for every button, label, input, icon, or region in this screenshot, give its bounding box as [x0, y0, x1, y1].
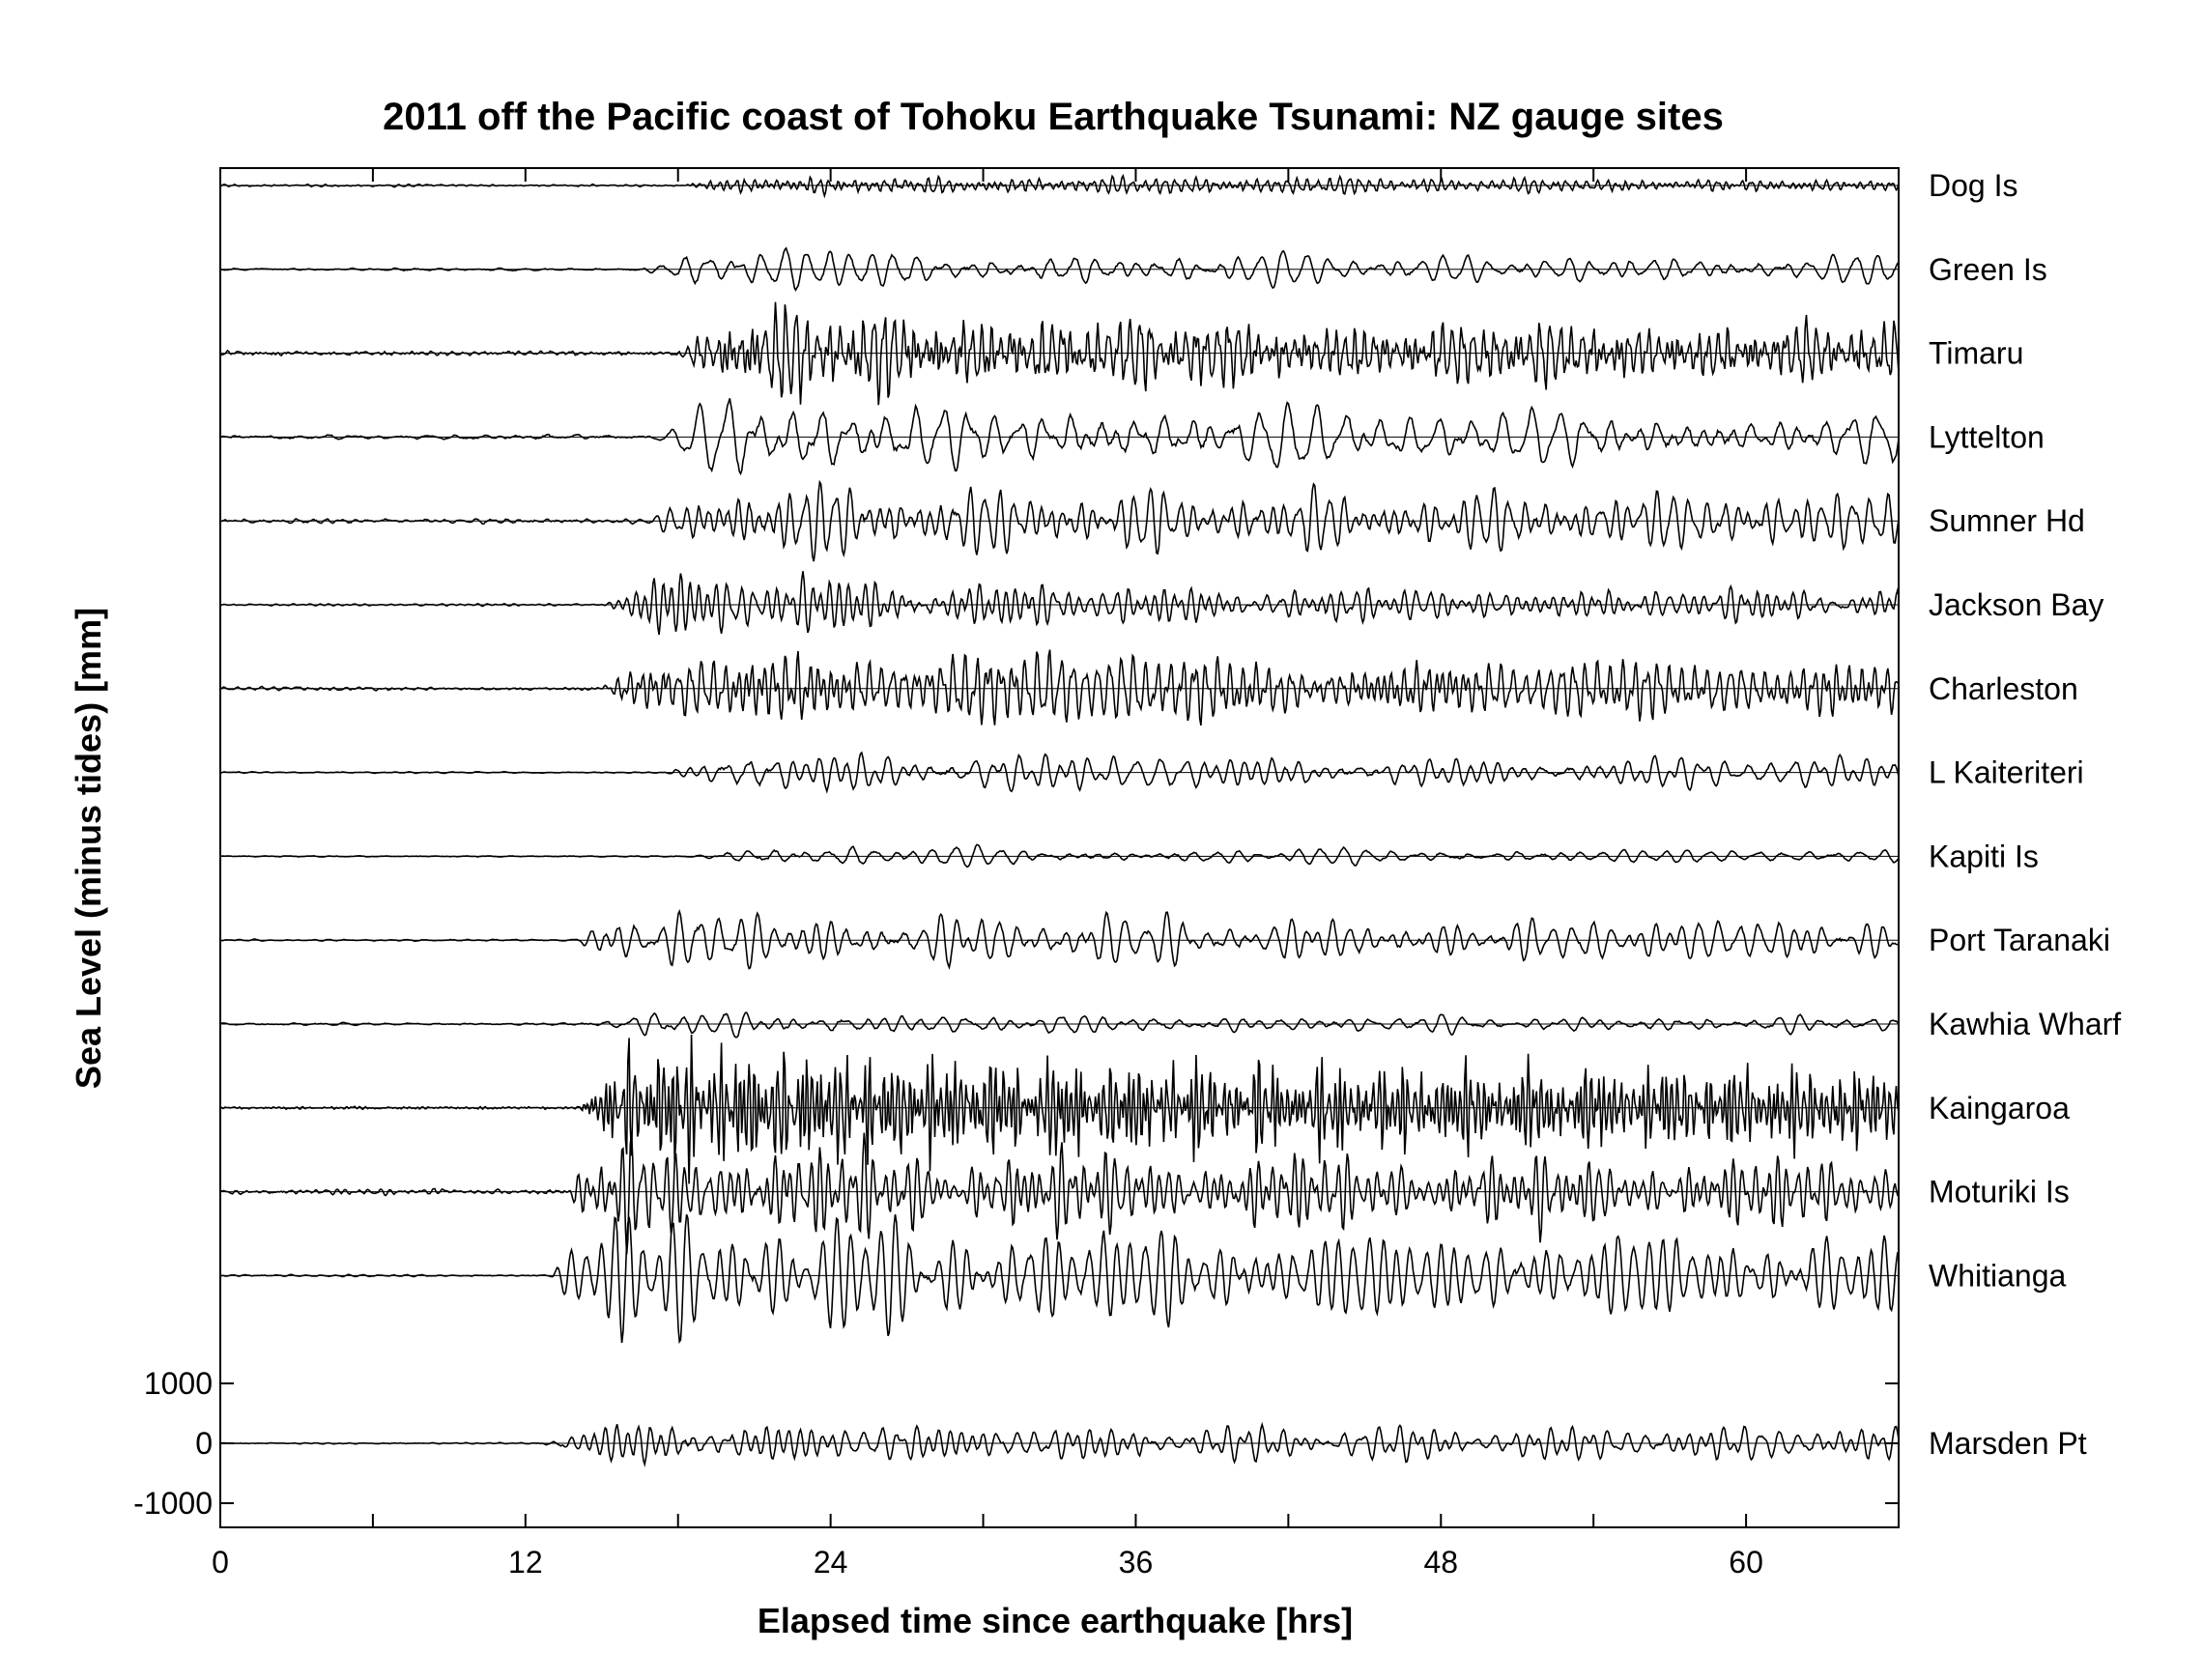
trace-whitianga	[219, 1213, 1900, 1345]
station-label-kapiti-is: Kapiti Is	[1929, 839, 2039, 873]
trace-charleston	[219, 649, 1900, 726]
trace-kawhia-wharf	[219, 1011, 1900, 1039]
trace-marsden-pt	[219, 1421, 1900, 1467]
station-label-kawhia-wharf: Kawhia Wharf	[1929, 1007, 2121, 1041]
station-label-port-taranaki: Port Taranaki	[1929, 923, 2110, 957]
x-tick-label: 0	[212, 1545, 229, 1580]
station-label-timaru: Timaru	[1929, 336, 2023, 371]
station-label-green-is: Green Is	[1929, 252, 2047, 287]
y-ticks: 1000 0 -1000	[133, 1366, 1899, 1521]
trace-kaingaroa	[219, 1034, 1900, 1184]
station-label-charleston: Charleston	[1929, 671, 2078, 706]
station-label-moturiki-is: Moturiki Is	[1929, 1175, 2070, 1210]
y-axis-label: Sea Level (minus tides) [mm]	[69, 608, 108, 1089]
x-tick-label: 24	[814, 1545, 848, 1580]
x-tick-label: 12	[508, 1545, 543, 1580]
x-tick-label: 48	[1423, 1545, 1458, 1580]
x-ticks: 0 12 24 36 48 60	[212, 168, 1900, 1580]
station-labels: Dog Is Green Is Timaru Lyttelton Sumner Hd Ja…	[1929, 168, 2121, 1461]
x-tick-label: 36	[1119, 1545, 1154, 1580]
y-tick-label: -1000	[133, 1486, 213, 1521]
x-axis-label: Elapsed time since earthquake [hrs]	[758, 1601, 1353, 1640]
x-tick-label: 60	[1729, 1545, 1763, 1580]
trace-moturiki-is	[219, 1132, 1900, 1255]
trace-jackson-bay	[219, 571, 1900, 636]
chart-title: 2011 off the Pacific coast of Tohoku Ear…	[383, 96, 1724, 138]
trace-sumner-hd	[219, 479, 1900, 562]
baselines	[220, 185, 1899, 1444]
station-label-jackson-bay: Jackson Bay	[1929, 587, 2103, 622]
y-tick-label: 0	[195, 1426, 213, 1461]
station-label-dog-is: Dog Is	[1929, 168, 2017, 203]
trace-green-is	[219, 246, 1900, 292]
station-label-marsden-pt: Marsden Pt	[1929, 1426, 2087, 1461]
station-label-whitianga: Whitianga	[1929, 1258, 2067, 1293]
station-label-l-kaiteriteri: L Kaiteriteri	[1929, 755, 2084, 790]
plot-frame	[219, 167, 1900, 1528]
station-label-kaingaroa: Kaingaroa	[1929, 1091, 2070, 1125]
station-label-sumner-hd: Sumner Hd	[1929, 503, 2085, 538]
station-label-lyttelton: Lyttelton	[1929, 419, 2045, 454]
traces	[219, 173, 1900, 1467]
trace-lyttelton	[219, 398, 1900, 476]
y-tick-label: 1000	[144, 1366, 213, 1401]
